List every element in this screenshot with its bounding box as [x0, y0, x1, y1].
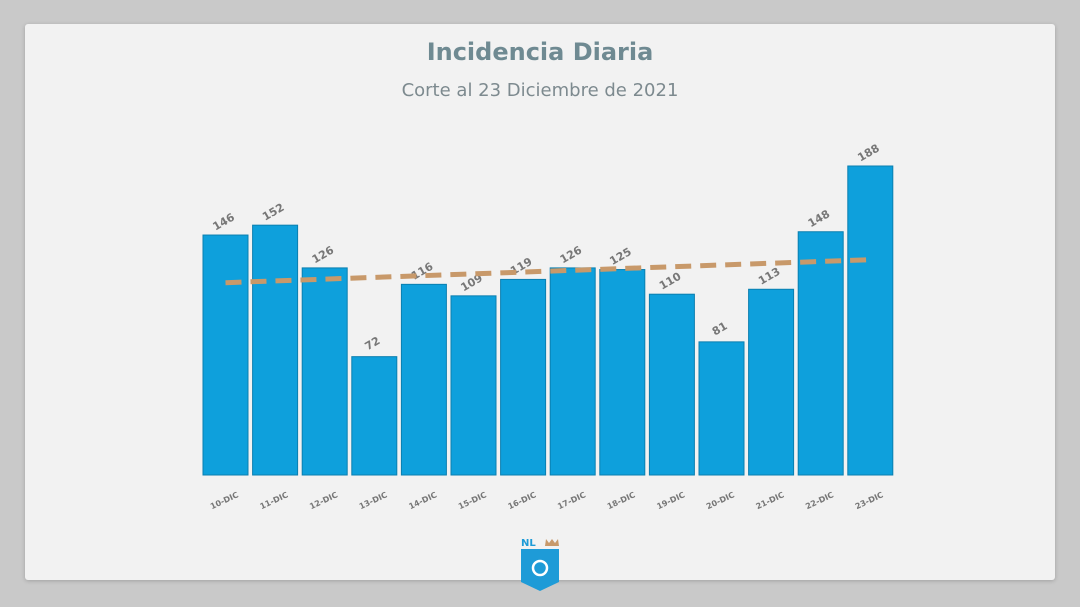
x-tick-label: 19-DIC	[655, 490, 686, 511]
data-label: 148	[806, 207, 832, 230]
svg-text:NL: NL	[521, 538, 536, 549]
x-tick-label: 22-DIC	[804, 490, 835, 511]
x-tick-label: 11-DIC	[259, 490, 290, 511]
nl-logo: NL	[521, 538, 559, 591]
bar	[549, 267, 596, 476]
bar	[252, 224, 299, 476]
data-label: 126	[558, 243, 585, 266]
x-tick-label: 12-DIC	[308, 490, 339, 511]
x-tick-label: 21-DIC	[755, 490, 786, 511]
bar	[698, 341, 745, 476]
data-label: 146	[211, 210, 238, 233]
data-label: 188	[855, 142, 881, 165]
chart-subtitle: Corte al 23 Diciembre de 2021	[401, 80, 679, 101]
data-label: 81	[710, 319, 730, 338]
bar	[748, 288, 795, 476]
trendline	[225, 257, 871, 286]
bar	[500, 278, 547, 476]
x-tick-label: 14-DIC	[407, 490, 438, 511]
x-tick-label: 15-DIC	[457, 490, 488, 511]
bar	[648, 293, 695, 476]
data-label: 110	[657, 270, 684, 293]
bar	[847, 165, 894, 476]
x-tick-label: 16-DIC	[507, 490, 538, 511]
chart-title: Incidencia Diaria	[426, 38, 654, 66]
data-label: 113	[756, 265, 782, 288]
bar	[202, 234, 249, 476]
bar	[400, 283, 447, 476]
x-tick-label: 20-DIC	[705, 490, 736, 511]
x-tick-label: 10-DIC	[209, 490, 240, 511]
data-label: 72	[363, 334, 383, 353]
bar	[450, 295, 497, 476]
bar	[351, 356, 398, 476]
data-label: 116	[409, 260, 436, 283]
data-label: 152	[260, 201, 286, 224]
bar	[301, 267, 348, 476]
bar	[797, 231, 844, 476]
data-label: 125	[607, 245, 633, 268]
bar	[599, 269, 646, 476]
x-tick-label: 23-DIC	[854, 490, 885, 511]
data-label: 126	[310, 243, 337, 266]
x-tick-label: 17-DIC	[556, 490, 587, 511]
x-tick-label: 18-DIC	[606, 490, 637, 511]
x-tick-label: 13-DIC	[358, 490, 389, 511]
